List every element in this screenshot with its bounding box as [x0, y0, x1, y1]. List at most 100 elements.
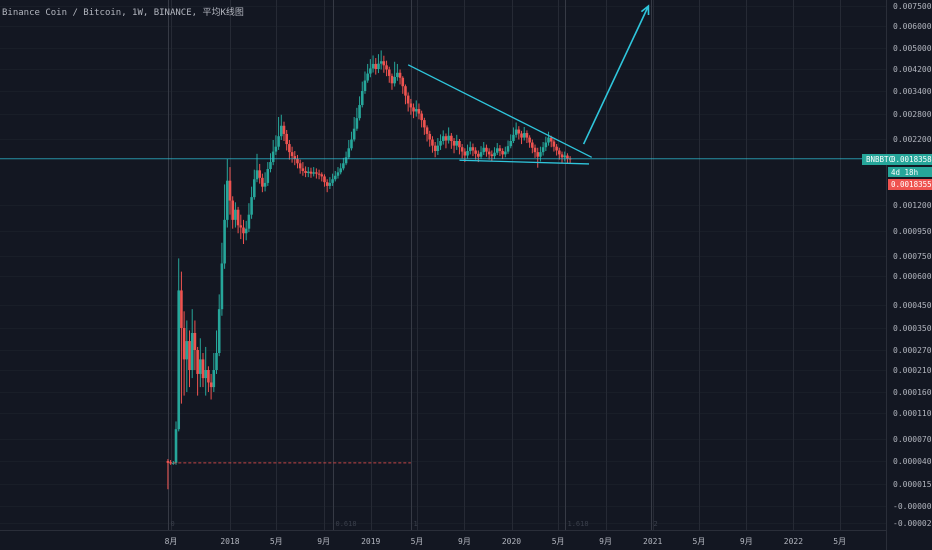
candle-body — [180, 290, 183, 328]
candle-body — [428, 133, 432, 140]
time-axis-label: 5月 — [552, 537, 565, 546]
candle-body — [336, 172, 340, 176]
candle-body — [204, 370, 208, 379]
candle-body — [193, 332, 197, 350]
candle-body — [423, 120, 426, 128]
time-axis-label: 5月 — [833, 537, 846, 546]
candle-body — [201, 359, 205, 379]
candle-body — [342, 163, 345, 169]
candle-body — [366, 73, 369, 81]
arrow-head-icon — [640, 4, 650, 16]
time-axis-label: 2020 — [502, 537, 521, 546]
candle-body — [393, 76, 396, 84]
candle-body — [250, 197, 253, 215]
candle-body — [282, 125, 286, 134]
candle-body — [406, 95, 410, 104]
candle-body — [258, 170, 261, 178]
candle-body — [390, 75, 394, 84]
candle-body — [528, 137, 531, 143]
time-axis-label: 2018 — [220, 537, 239, 546]
candle-body — [239, 225, 243, 228]
candle-body — [377, 63, 380, 69]
time-axis-label: 9月 — [458, 537, 471, 546]
countdown-tag-bg — [888, 167, 932, 177]
candle-body — [182, 328, 186, 360]
price-axis-label: -0.0000050 — [893, 502, 932, 511]
candle-body — [439, 140, 442, 146]
candle-body — [279, 125, 283, 137]
time-axis[interactable]: 8月 2018 5月 9月 2019 5月 9月 2020 5月 9月 2021 5月 9月 2022 5月 — [165, 537, 846, 546]
candle-body — [555, 146, 558, 151]
candle-body — [285, 133, 288, 145]
candle-body — [506, 146, 510, 152]
candle-body — [495, 148, 499, 153]
candle-body — [231, 200, 234, 220]
candle-body — [252, 179, 256, 198]
candle-body — [455, 140, 459, 146]
candle-body — [371, 63, 375, 69]
candles — [166, 50, 572, 490]
candle-body — [414, 109, 418, 112]
candle-body — [479, 152, 483, 157]
candle-body — [212, 370, 216, 388]
candle-body — [450, 135, 453, 141]
time-axis-label: 8月 — [165, 537, 178, 546]
candle-body — [517, 129, 521, 134]
candle-body — [431, 139, 434, 146]
fib-label: 0 — [171, 520, 175, 528]
candle-body — [474, 150, 477, 154]
candle-body — [323, 176, 326, 183]
candle-body — [547, 137, 550, 143]
time-axis-label: 9月 — [740, 537, 753, 546]
candle-body — [468, 147, 472, 152]
candle-body — [328, 182, 332, 186]
price-axis-label: 0.0000150 — [893, 480, 932, 489]
candle-body — [244, 228, 248, 234]
candle-body — [522, 133, 526, 138]
candle-body — [560, 154, 564, 158]
candle-body — [385, 65, 388, 70]
candle-body — [387, 69, 391, 76]
candle-body — [447, 135, 450, 141]
time-axis-label: 2019 — [361, 537, 380, 546]
candle-body — [350, 139, 353, 149]
candle-body — [463, 151, 467, 156]
candle-body — [425, 127, 429, 134]
candle-body — [263, 182, 267, 187]
candle-body — [317, 173, 321, 175]
candle-body — [558, 150, 561, 155]
candle-body — [355, 118, 359, 129]
candle-body — [269, 162, 272, 170]
candle-body — [228, 180, 232, 201]
price2-label: 0.0018355 — [891, 180, 932, 189]
candle-body — [298, 163, 302, 169]
candle-body — [477, 153, 480, 157]
candle-body — [196, 350, 199, 374]
candle-body — [166, 461, 170, 463]
candle-body — [566, 155, 569, 159]
candle-body — [433, 145, 437, 152]
candle-body — [320, 174, 324, 177]
candle-body — [471, 147, 475, 151]
grid — [171, 0, 841, 530]
target-arrow-line — [582, 5, 650, 145]
price2-tag-bg — [888, 179, 932, 190]
candle-body — [226, 180, 229, 220]
candle-body — [417, 109, 421, 114]
candle-body — [482, 147, 486, 153]
candle-body — [217, 309, 221, 354]
candle-body — [487, 151, 491, 155]
candle-body — [209, 382, 213, 388]
candle-body — [290, 152, 294, 157]
candle-body — [536, 152, 540, 157]
